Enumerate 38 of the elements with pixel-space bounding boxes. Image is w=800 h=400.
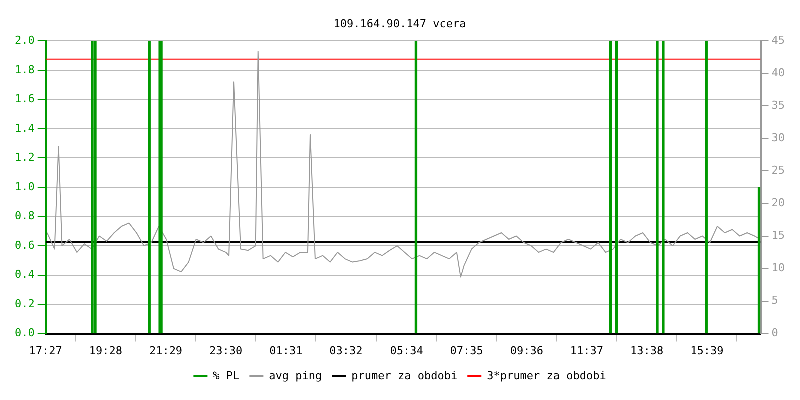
x-tick-label: 19:28	[89, 344, 122, 358]
legend-label: % PL	[213, 369, 240, 382]
y-tick-label: 1.0	[14, 180, 35, 194]
y-tick-label: 1.2	[14, 151, 35, 164]
y2-tick-label: 5	[772, 294, 778, 308]
y-tick-label: 0.0	[14, 326, 35, 340]
x-tick-label: 01:31	[270, 344, 303, 358]
y-tick-label: 1.4	[14, 122, 36, 135]
y-tick-label: 2.0	[14, 34, 35, 48]
x-tick-label: 15:39	[690, 344, 724, 358]
x-tick-label: 03:32	[330, 344, 363, 358]
y-tick-label: 1.6	[14, 92, 35, 106]
y-tick-label: 0.2	[14, 297, 35, 310]
y2-tick-label: 0	[772, 326, 778, 340]
y2-tick-label: 40	[772, 66, 786, 80]
x-tick-label: 09:36	[510, 344, 544, 358]
y2-tick-label: 20	[772, 196, 786, 210]
x-tick-label: 23:30	[210, 344, 243, 358]
y2-tick-label: 35	[772, 99, 786, 112]
legend-label: 3*prumer za obdobi	[487, 369, 606, 382]
y2-tick-label: 45	[772, 34, 786, 48]
x-tick-label: 05:34	[390, 344, 424, 358]
y2-tick-label: 25	[772, 164, 786, 178]
y2-tick-label: 10	[772, 262, 786, 275]
y-tick-label: 0.6	[14, 238, 35, 252]
chart-title: 109.164.90.147 vcera	[334, 17, 466, 30]
y-tick-label: 1.8	[14, 63, 35, 76]
legend-label: prumer za obdobi	[352, 369, 458, 382]
y2-tick-label: 30	[772, 132, 786, 145]
x-tick-label: 11:37	[570, 344, 604, 358]
y2-tick-label: 15	[772, 229, 786, 242]
x-tick-label: 13:38	[630, 344, 664, 358]
y-tick-label: 0.8	[14, 210, 35, 223]
x-tick-label: 21:29	[149, 344, 183, 358]
y-tick-label: 0.4	[14, 268, 36, 282]
x-tick-label: 07:35	[450, 344, 484, 358]
legend-label: avg ping	[269, 369, 322, 382]
x-tick-label: 17:27	[29, 344, 62, 358]
